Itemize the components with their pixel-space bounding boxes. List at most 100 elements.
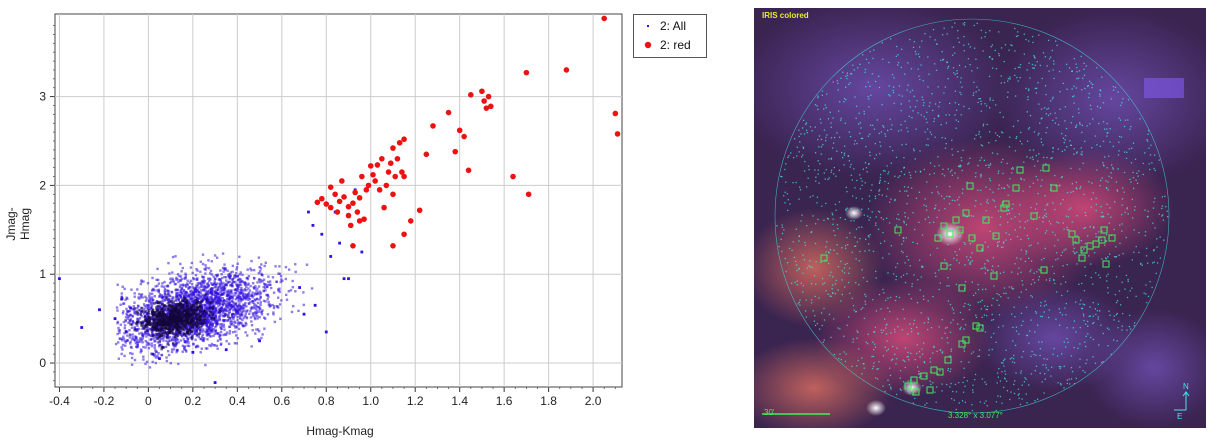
catalog-point <box>1023 53 1026 55</box>
data-point-all <box>148 334 152 337</box>
data-point-all <box>227 291 231 294</box>
catalog-point <box>992 191 994 193</box>
catalog-point <box>993 200 996 202</box>
catalog-point <box>869 234 871 236</box>
data-point-all <box>294 290 297 293</box>
catalog-point <box>1090 198 1093 200</box>
catalog-point <box>907 351 909 354</box>
scatter-plot[interactable]: -0.4 -0.2 0 0.2 0.4 0.6 0.8 1.0 1.2 1.4 1.6 1.8 2.00… <box>0 0 720 445</box>
catalog-point <box>962 381 964 384</box>
data-point-all <box>196 315 199 318</box>
sky-image-panel[interactable]: IRIS colored 30' 3.328° x 3.077° N E <box>754 8 1206 428</box>
data-point-all <box>157 318 160 322</box>
catalog-point <box>948 355 950 358</box>
catalog-point <box>1153 249 1155 252</box>
data-point-all <box>253 302 256 306</box>
data-point-all <box>257 330 261 333</box>
data-point-all <box>302 312 306 316</box>
catalog-point <box>933 165 936 167</box>
data-point-all <box>158 293 162 296</box>
data-point-all <box>164 294 167 297</box>
catalog-point <box>1057 239 1059 241</box>
catalog-point <box>874 346 877 348</box>
data-point-all <box>191 350 195 354</box>
catalog-point <box>939 235 941 238</box>
data-point-all <box>153 322 157 325</box>
data-point-all <box>241 293 245 297</box>
data-point-all <box>254 292 257 295</box>
data-point-all <box>156 304 160 308</box>
data-point-all <box>233 320 236 323</box>
data-point-all <box>175 343 178 346</box>
data-point-all <box>147 346 151 350</box>
data-point-all <box>203 317 207 320</box>
data-point-all <box>244 312 247 315</box>
catalog-point <box>996 382 998 384</box>
data-point-all <box>228 318 231 321</box>
data-point-all <box>167 312 171 315</box>
catalog-point <box>934 103 937 105</box>
catalog-point <box>949 355 952 357</box>
catalog-point <box>1008 49 1010 51</box>
catalog-point <box>882 257 884 259</box>
catalog-point <box>874 343 876 345</box>
data-point-all <box>180 307 183 311</box>
data-point-all <box>228 308 231 312</box>
catalog-point <box>1122 252 1124 255</box>
catalog-point <box>959 311 962 314</box>
catalog-point <box>993 332 995 335</box>
catalog-point <box>908 392 911 394</box>
data-point-all <box>253 305 256 308</box>
catalog-point <box>986 308 989 311</box>
sky-image[interactable] <box>754 8 1206 428</box>
catalog-point <box>1062 82 1064 85</box>
catalog-point <box>901 243 903 245</box>
catalog-point <box>1008 209 1010 211</box>
catalog-point <box>1100 90 1102 92</box>
data-point-red <box>465 167 472 174</box>
catalog-point <box>992 297 994 300</box>
catalog-point <box>885 324 887 326</box>
catalog-point <box>892 345 894 348</box>
catalog-point <box>936 186 938 188</box>
data-point-all <box>201 285 204 289</box>
data-point-all <box>207 299 211 302</box>
data-point-red <box>392 173 399 180</box>
data-point-red <box>390 145 396 151</box>
data-point-all <box>263 264 266 268</box>
data-point-all <box>214 313 218 317</box>
data-point-all <box>190 320 193 323</box>
data-point-all <box>185 341 188 344</box>
data-point-all <box>146 282 150 285</box>
catalog-point <box>981 378 983 380</box>
legend[interactable]: 2: All 2: red <box>633 14 707 58</box>
data-point-all <box>247 291 251 295</box>
data-point-all <box>150 298 153 301</box>
catalog-point <box>1072 250 1074 253</box>
catalog-point <box>817 96 819 99</box>
data-point-all <box>223 282 226 285</box>
catalog-point <box>1110 353 1112 355</box>
data-point-all <box>156 341 160 344</box>
data-point-all <box>221 303 225 307</box>
catalog-point <box>846 74 849 77</box>
data-point-all <box>123 354 126 358</box>
catalog-point <box>1043 215 1046 217</box>
data-point-all <box>157 322 160 326</box>
data-point-all <box>154 335 158 338</box>
catalog-point <box>971 389 974 391</box>
catalog-point <box>875 270 877 273</box>
legend-item-all[interactable]: 2: All <box>634 17 706 35</box>
x-tick-label: -0.2 <box>94 394 115 408</box>
data-point-red <box>416 207 423 214</box>
catalog-point <box>979 136 982 138</box>
data-point-all <box>161 306 165 309</box>
catalog-point <box>992 257 995 259</box>
data-point-all <box>227 303 230 306</box>
data-point-all <box>203 321 207 325</box>
data-point-all <box>250 269 253 272</box>
catalog-point <box>1127 119 1129 121</box>
legend-item-red[interactable]: 2: red <box>634 36 706 54</box>
catalog-point <box>1121 312 1124 315</box>
catalog-point <box>1153 201 1155 203</box>
